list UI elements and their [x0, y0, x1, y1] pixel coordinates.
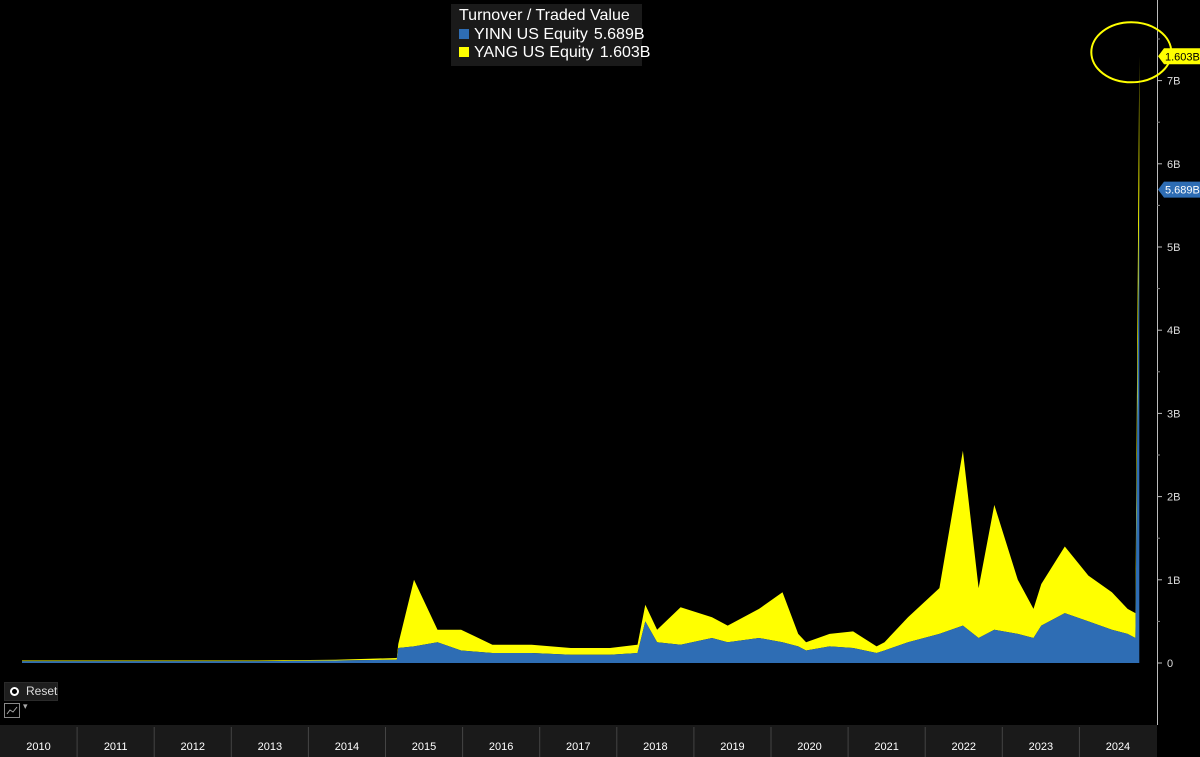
last-value-label: 1.603B: [1165, 51, 1200, 63]
chevron-down-icon: ▾: [23, 701, 28, 711]
reset-label: Reset: [26, 684, 58, 698]
reset-icon: [10, 687, 19, 696]
legend-item-yinn: YINN US Equity 5.689B: [459, 26, 645, 44]
y-tick-label: 4B: [1167, 325, 1180, 337]
y-tick-label: 5B: [1167, 242, 1180, 254]
y-tick-label: 1B: [1167, 575, 1180, 587]
line-chart-icon: [4, 703, 20, 718]
legend-value-yang: 1.603B: [599, 44, 651, 61]
x-tick-label: 2011: [104, 741, 128, 753]
x-tick-label: 2014: [335, 741, 359, 753]
x-tick-label: 2017: [566, 741, 590, 753]
x-tick-label: 2024: [1106, 741, 1130, 753]
legend-swatch-yinn: [459, 29, 469, 39]
x-tick-label: 2018: [643, 741, 667, 753]
last-value-tag: [1158, 181, 1200, 198]
legend-value-yinn: 5.689B: [593, 26, 645, 43]
highlight-circle: [1090, 21, 1173, 84]
x-tick-label: 2015: [412, 741, 436, 753]
x-tick-label: 2023: [1029, 741, 1053, 753]
x-tick-label: 2020: [797, 741, 821, 753]
x-tick-label: 2013: [258, 741, 282, 753]
x-tick-label: 2021: [874, 741, 898, 753]
legend-swatch-yang: [459, 47, 469, 57]
legend-label-yinn: YINN US Equity: [474, 26, 588, 43]
x-axis-band: [0, 725, 1157, 757]
x-tick-label: 2022: [952, 741, 976, 753]
legend-item-yang: YANG US Equity 1.603B: [459, 44, 650, 62]
y-tick-label: 7B: [1167, 76, 1180, 88]
last-value-tag: [1158, 48, 1200, 65]
y-tick-label: 3B: [1167, 408, 1180, 420]
x-tick-label: 2010: [26, 741, 50, 753]
reset-button[interactable]: Reset: [4, 682, 58, 701]
y-tick-label: 0: [1167, 658, 1173, 670]
legend-label-yang: YANG US Equity: [474, 44, 594, 61]
x-tick-label: 2012: [181, 741, 205, 753]
series-area-yang: [22, 56, 1140, 662]
y-tick-label: 6B: [1167, 159, 1180, 171]
legend-title: Turnover / Traded Value: [459, 7, 630, 24]
last-value-label: 5.689B: [1165, 185, 1200, 197]
x-tick-label: 2019: [720, 741, 744, 753]
x-tick-label: 2016: [489, 741, 513, 753]
chart-type-dropdown[interactable]: ▾: [4, 701, 32, 718]
chart-legend: Turnover / Traded Value YINN US Equity 5.…: [451, 4, 650, 66]
y-tick-label: 2B: [1167, 492, 1180, 504]
